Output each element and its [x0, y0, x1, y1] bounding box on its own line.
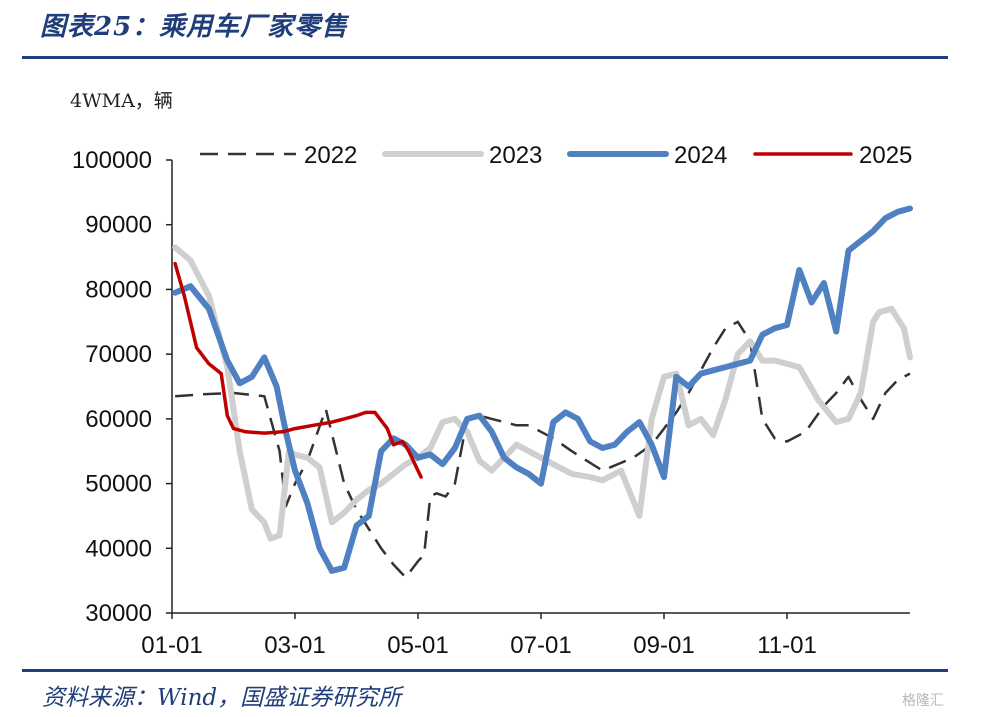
- y-tick-label: 70000: [85, 341, 152, 368]
- y-tick-label: 90000: [85, 212, 152, 239]
- x-tick-label: 05-01: [387, 632, 448, 659]
- series-line-2022: [175, 320, 911, 579]
- x-tick-label: 07-01: [510, 632, 571, 659]
- x-tick-label: 09-01: [633, 632, 694, 659]
- legend-label-2022: 2022: [304, 142, 357, 169]
- series-line-2023: [172, 244, 913, 542]
- title-rule: [22, 56, 948, 59]
- y-tick-label: 40000: [85, 535, 152, 562]
- legend-label-2023: 2023: [489, 142, 542, 169]
- unit-label: 4WMA，辆: [70, 90, 173, 112]
- legend-label-2024: 2024: [674, 142, 727, 169]
- y-tick-label: 100000: [72, 147, 152, 174]
- y-tick-label: 80000: [85, 276, 152, 303]
- legend-label-2025: 2025: [859, 142, 912, 169]
- x-tick-label: 01-01: [141, 632, 202, 659]
- series-line-2025: [173, 261, 423, 479]
- y-tick-label: 60000: [85, 406, 152, 433]
- figure-title: 图表25：乘用车厂家零售: [40, 12, 349, 42]
- source-note: 资料来源：Wind，国盛证券研究所: [42, 685, 402, 711]
- series-line-2024: [172, 205, 913, 574]
- y-tick-label: 30000: [85, 600, 152, 627]
- watermark: 格隆汇: [902, 693, 944, 709]
- x-tick-label: 03-01: [264, 632, 325, 659]
- source-rule: [22, 669, 948, 672]
- y-tick-label: 50000: [85, 471, 152, 498]
- x-tick-label: 11-01: [757, 632, 817, 659]
